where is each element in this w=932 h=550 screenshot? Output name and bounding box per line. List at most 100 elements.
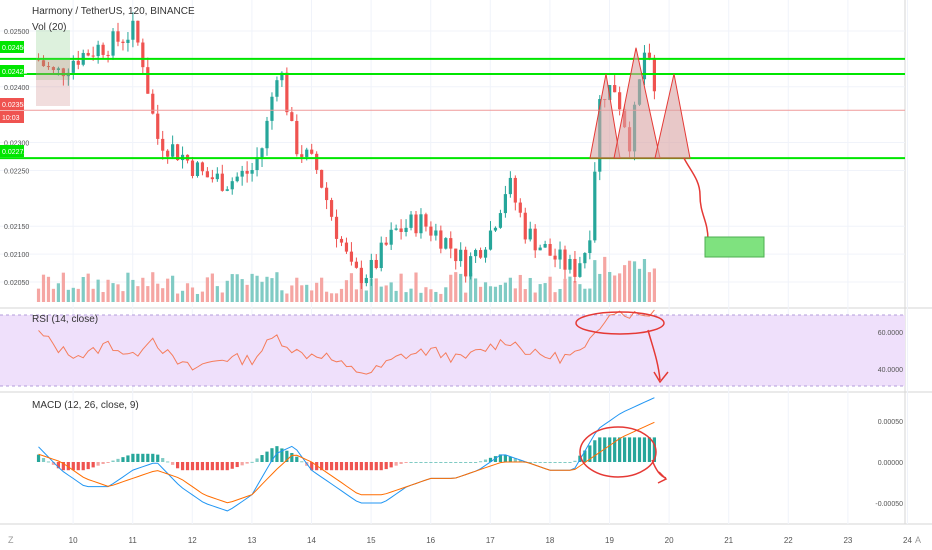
candle-body <box>573 258 577 277</box>
candle-body <box>394 228 398 230</box>
macd-tick-label: -0.00050 <box>875 501 903 508</box>
candle-body <box>295 120 299 155</box>
candle-body <box>71 60 75 73</box>
macd-histogram-bar <box>652 437 656 462</box>
candle-body <box>513 177 517 203</box>
candle-body <box>379 242 383 268</box>
volume-bar <box>384 285 388 302</box>
candle-body <box>399 228 403 232</box>
volume-bar <box>598 273 602 302</box>
macd-histogram-bar <box>588 445 592 462</box>
macd-histogram-bar <box>121 457 125 462</box>
volume-bar <box>151 272 155 302</box>
volume-bar <box>464 292 468 302</box>
candle-body <box>275 80 279 97</box>
macd-histogram-bar <box>399 462 403 464</box>
volume-bar <box>275 272 279 302</box>
volume-bar <box>230 274 234 302</box>
z-label[interactable]: Z <box>8 535 14 545</box>
macd-tick-label: 0.00050 <box>878 419 903 426</box>
volume-bar <box>369 278 373 302</box>
candle-body <box>270 96 274 121</box>
volume-bar <box>647 272 652 302</box>
macd-histogram-bar <box>613 437 617 462</box>
volume-bar <box>86 273 90 302</box>
candle-body <box>518 202 522 213</box>
candle-body <box>409 214 413 228</box>
volume-bar <box>404 292 408 302</box>
time-tick-label: 22 <box>784 536 793 545</box>
candle-body <box>320 169 324 188</box>
macd-histogram-bar <box>394 462 398 466</box>
volume-bar <box>429 289 433 302</box>
volume-bar <box>295 277 299 302</box>
macd-histogram-bar <box>320 462 324 471</box>
rsi-line <box>38 309 655 375</box>
candle-body <box>146 67 150 94</box>
candle-body <box>161 138 165 151</box>
candle-body <box>76 60 80 65</box>
macd-histogram-bar <box>503 454 507 462</box>
macd-histogram-bar <box>225 462 229 471</box>
macd-histogram-bar <box>235 462 239 468</box>
volume-bar <box>126 272 130 302</box>
macd-histogram-bar <box>116 458 120 462</box>
price-tick-label: 0.02050 <box>4 280 29 287</box>
candle-body <box>374 259 378 268</box>
macd-histogram-bar <box>563 462 567 463</box>
volume-bar <box>498 284 503 302</box>
level-lines[interactable] <box>0 30 905 160</box>
macd-histogram-bar <box>46 461 51 463</box>
price-tick-label: 0.02250 <box>4 168 29 175</box>
macd-histogram-bar <box>553 462 557 463</box>
position-box-loss <box>36 60 70 106</box>
time-tick-label: 23 <box>843 536 852 545</box>
macd-histogram-bar <box>473 462 478 463</box>
candle-body <box>171 144 175 157</box>
candle-body <box>404 227 408 232</box>
volume-bar <box>166 278 170 302</box>
candle-body <box>449 238 453 249</box>
volume-bar <box>588 288 592 302</box>
macd-histogram-bar <box>190 462 195 471</box>
macd-histogram-bar <box>220 462 224 471</box>
price-badge-label: 0.02423 <box>2 69 27 76</box>
macd-histogram-bar <box>36 454 41 462</box>
macd-histogram-bar <box>637 437 642 462</box>
candle-body <box>126 39 130 43</box>
price-tick-label: 0.02400 <box>4 85 29 92</box>
macd-histogram-bar <box>146 453 150 462</box>
volume-bar <box>71 287 75 302</box>
volume-bar <box>111 283 115 302</box>
auto-scale-button[interactable]: A <box>915 535 921 545</box>
macd-histogram-bar <box>498 454 503 462</box>
volume-bar <box>618 273 622 302</box>
volume-bar <box>146 286 150 302</box>
price-tick-label: 0.02100 <box>4 252 29 259</box>
candle-body <box>255 157 259 171</box>
volume-bar <box>285 293 289 302</box>
rsi-tick-label: 60.0000 <box>878 330 903 337</box>
volume-bar <box>603 256 607 302</box>
time-axis[interactable]: 10 11 12 13 14 15 16 17 18 19 20 21 22 23 24 <box>69 536 913 545</box>
price-axis[interactable]: 0.02500 0.02400 0.02300 0.02250 0.02150 0.021… <box>0 29 903 508</box>
candle-body <box>349 251 354 262</box>
volume-bar <box>613 275 617 302</box>
macd-histogram-bar <box>61 462 65 471</box>
macd-histogram-bar <box>215 462 219 471</box>
position-box-profit <box>36 30 70 80</box>
candle-body <box>414 214 418 234</box>
macd-histogram-bar <box>200 462 205 471</box>
macd-histogram-bar <box>429 462 433 463</box>
macd-histogram-bar <box>608 437 612 462</box>
candle-body <box>324 187 329 201</box>
candle-body <box>354 261 358 268</box>
volume-bar <box>121 291 125 302</box>
candle-body <box>101 44 105 55</box>
macd-histogram-bar <box>573 460 577 462</box>
head-shoulders-pattern[interactable] <box>589 47 765 258</box>
candle-body <box>424 214 428 227</box>
candle-body <box>86 52 90 56</box>
macd-histogram-bar <box>126 455 130 462</box>
